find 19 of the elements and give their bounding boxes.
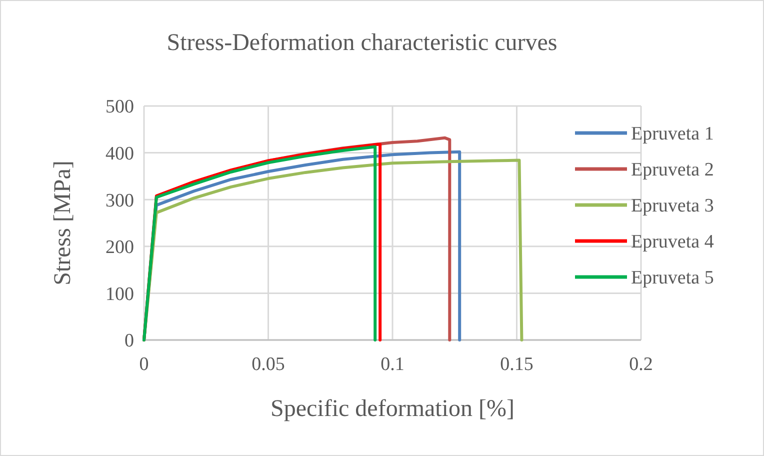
y-tick-label: 300: [106, 190, 134, 212]
y-tick-label: 200: [106, 237, 134, 258]
y-tick-label: 500: [106, 96, 134, 118]
x-tick-label: 0.05: [252, 354, 285, 375]
y-axis-title: Stress [MPa]: [50, 160, 76, 286]
x-tick-label: 0.1: [380, 354, 404, 375]
x-tick-label: 0.15: [500, 354, 534, 375]
legend-label: Epruveta 2: [631, 160, 714, 181]
y-tick-label: 400: [106, 143, 134, 164]
x-tick-label: 0.2: [629, 354, 653, 375]
y-tick-label: 0: [124, 330, 134, 352]
x-tick-label: 0: [139, 354, 149, 375]
legend-label: Epruveta 1: [631, 124, 714, 145]
legend-label: Epruveta 4: [631, 232, 714, 253]
chart-title: Stress-Deformation characteristic curves: [166, 30, 558, 56]
y-tick-label: 100: [106, 284, 134, 305]
legend-label: Epruveta 3: [631, 196, 714, 217]
x-axis-title: Specific deformation [%]: [270, 396, 514, 422]
legend-label: Epruveta 5: [631, 268, 714, 289]
